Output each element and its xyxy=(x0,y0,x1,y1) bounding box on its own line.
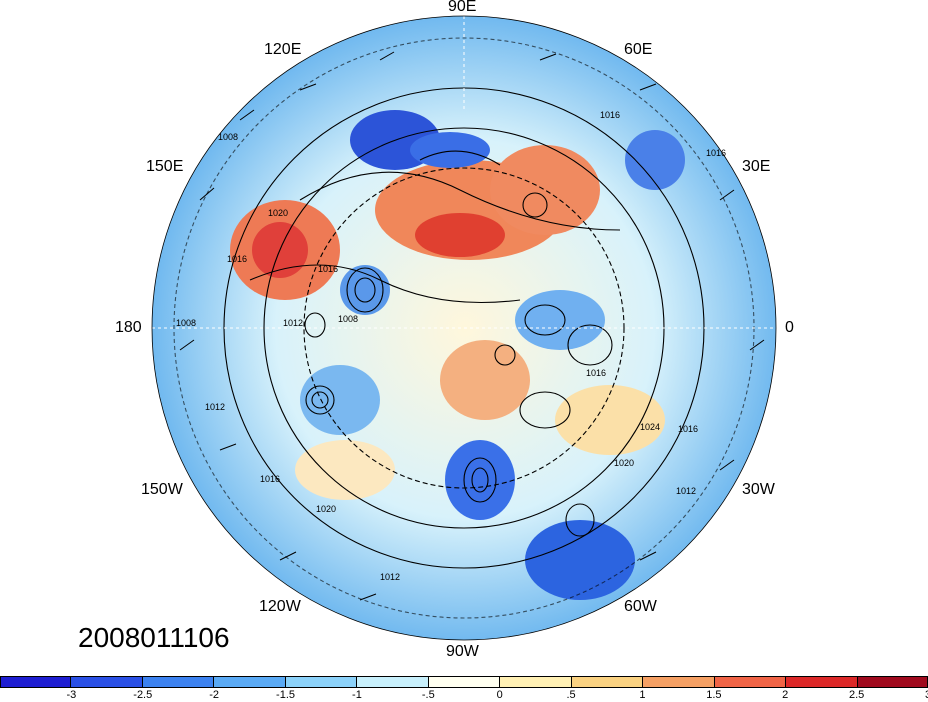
colorbar-swatch xyxy=(357,676,429,688)
colorbar-swatch xyxy=(285,676,358,688)
colorbar-tick-label: -.5 xyxy=(421,689,435,701)
warm-anomaly-arctic xyxy=(440,340,530,420)
cold-anomaly-bering xyxy=(340,265,390,315)
cold-anomaly-namerica xyxy=(445,440,515,520)
wind-barbs xyxy=(179,51,765,601)
colorbar-swatch xyxy=(714,676,787,688)
longitude-label-60e: 60E xyxy=(624,41,653,58)
cold-anomaly-ural xyxy=(625,130,685,190)
colorbar-tick-label: -2 xyxy=(209,689,220,701)
colorbar-tick-label: -1 xyxy=(352,689,362,701)
colorbar-swatch xyxy=(71,676,143,688)
colorbar-tick-label: -3 xyxy=(66,689,77,701)
contour-label: 1016 xyxy=(586,368,606,378)
colorbar xyxy=(0,676,928,688)
contour-label: 1012 xyxy=(380,572,400,582)
contour-label: 1016 xyxy=(260,474,280,484)
colorbar-swatch xyxy=(500,676,572,688)
contour-label: 1012 xyxy=(676,486,696,496)
cold-anomaly-alaska xyxy=(300,365,380,435)
colorbar-tick-label: 0 xyxy=(496,689,503,701)
colorbar-swatch xyxy=(571,676,644,688)
contour-label: 1020 xyxy=(316,504,336,514)
longitude-label-120w: 120W xyxy=(259,598,301,615)
cold-anomaly-china xyxy=(410,132,490,168)
contour-label: 1016 xyxy=(678,424,698,434)
contour-label-group: 1008 1012 1016 1020 1016 1016 1016 1012 … xyxy=(176,110,726,582)
colorbar-swatch xyxy=(0,676,72,688)
contour-label: 1008 xyxy=(338,314,358,324)
contour-label: 1008 xyxy=(176,318,196,328)
warm-core-asia xyxy=(415,213,505,257)
timestamp-label: 2008011106 xyxy=(78,622,230,653)
longitude-label-120e: 120E xyxy=(264,41,302,58)
contour-label: 1016 xyxy=(600,110,620,120)
contour-label: 1016 xyxy=(706,148,726,158)
contour-label: 1020 xyxy=(268,208,288,218)
cold-anomaly-europe xyxy=(515,290,605,350)
longitude-label-30w: 30W xyxy=(742,481,775,498)
colorbar-tick-label: 3 xyxy=(925,689,928,701)
contour-label: 1012 xyxy=(283,318,303,328)
cold-anomaly-natlantic xyxy=(525,520,635,600)
warm-anomaly-siberia xyxy=(490,145,600,235)
longitude-label-150w: 150W xyxy=(141,481,183,498)
colorbar-swatch xyxy=(643,676,715,688)
colorbar-tick-label: 2.5 xyxy=(848,689,865,701)
colorbar-tick-label: 1 xyxy=(639,689,646,701)
warm-anomaly-nepacific xyxy=(295,440,395,500)
colorbar-swatch xyxy=(786,676,858,688)
colorbar-swatch xyxy=(142,676,215,688)
colorbar-swatch xyxy=(428,676,501,688)
longitude-label-30e: 30E xyxy=(742,158,771,175)
longitude-label-0: 0 xyxy=(785,319,794,336)
longitude-label-150e: 150E xyxy=(146,158,184,175)
colorbar-tick-label: 1.5 xyxy=(706,689,722,701)
longitude-label-60w: 60W xyxy=(624,598,657,615)
contour-label: 1016 xyxy=(318,264,338,274)
longitude-label-90e: 90E xyxy=(448,0,477,15)
colorbar-tick-label: .5 xyxy=(566,689,576,701)
warm-anomaly-atlantic xyxy=(555,385,665,455)
contour-label: 1024 xyxy=(640,422,660,432)
longitude-label-180: 180 xyxy=(115,319,142,336)
contour-label: 1016 xyxy=(227,254,247,264)
contour-label: 1020 xyxy=(614,458,634,468)
anomaly-field xyxy=(152,16,776,640)
map-boundary xyxy=(151,15,777,641)
colorbar-tick-label: 2 xyxy=(782,689,789,701)
colorbar-tick-label: -2.5 xyxy=(133,689,153,701)
contour-label: 1012 xyxy=(205,402,225,412)
colorbar-swatch xyxy=(214,676,286,688)
colorbar-swatch xyxy=(857,676,928,688)
longitude-label-90w: 90W xyxy=(446,643,479,660)
colorbar-tick-label: -1.5 xyxy=(276,689,296,701)
contour-label: 1008 xyxy=(218,132,238,142)
